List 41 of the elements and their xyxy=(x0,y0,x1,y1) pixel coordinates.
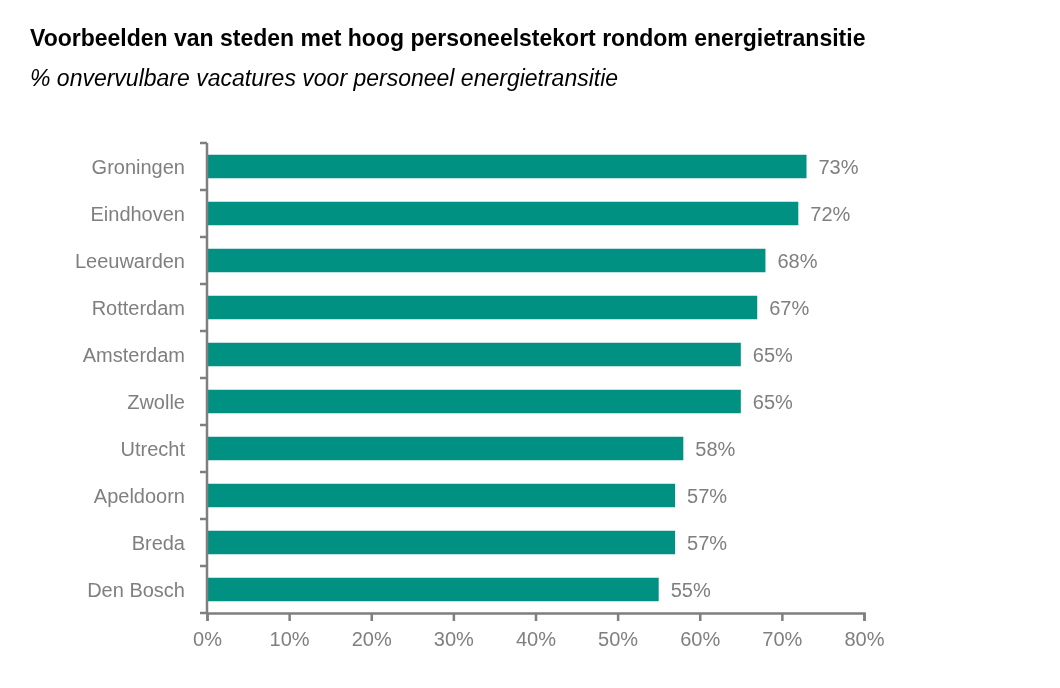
y-tick-label: Apeldoorn xyxy=(93,484,185,507)
y-tick-label: Zwolle xyxy=(127,390,185,413)
y-tick-label: Eindhoven xyxy=(90,202,185,225)
chart-subtitle: % onvervulbare vacatures voor personeel energietransitie xyxy=(30,65,619,91)
y-tick-label: Groningen xyxy=(91,155,185,178)
x-tick-label: 20% xyxy=(351,628,392,650)
y-tick-label: Amsterdam xyxy=(82,343,185,366)
data-label: 65% xyxy=(752,343,794,366)
y-tick-label: Breda xyxy=(131,531,186,554)
x-tick-label: 60% xyxy=(680,628,721,650)
data-label: 72% xyxy=(810,202,851,225)
data-label: 57% xyxy=(687,484,728,507)
data-label: 65% xyxy=(752,390,794,413)
bar xyxy=(207,530,676,555)
bar xyxy=(207,154,807,179)
bar xyxy=(207,295,758,320)
x-tick-label: 70% xyxy=(762,628,803,650)
x-tick-label: 40% xyxy=(515,628,557,650)
y-tick-label: Den Bosch xyxy=(87,578,185,601)
data-label: 57% xyxy=(687,531,728,554)
data-label: 73% xyxy=(818,155,859,178)
data-label: 67% xyxy=(769,296,810,319)
bar xyxy=(207,577,659,602)
y-tick-label: Utrecht xyxy=(120,437,186,460)
chart-title: Voorbeelden van steden met hoog personeelstekort rondom energietransitie xyxy=(30,25,866,51)
data-label: 58% xyxy=(695,437,736,460)
bar xyxy=(207,389,741,414)
bar xyxy=(207,342,741,367)
bar xyxy=(207,483,676,508)
y-tick-label: Rotterdam xyxy=(91,296,185,319)
bar xyxy=(207,248,766,273)
x-tick-label: 50% xyxy=(598,628,639,650)
data-label: 55% xyxy=(670,578,711,601)
x-tick-label: 30% xyxy=(433,628,475,650)
y-tick-label: Leeuwarden xyxy=(74,249,185,272)
x-tick-label: 0% xyxy=(193,628,223,650)
x-tick-label: 10% xyxy=(269,628,310,650)
bar xyxy=(207,201,799,226)
bar xyxy=(207,436,684,461)
data-label: 68% xyxy=(777,249,818,272)
x-tick-label: 80% xyxy=(844,628,885,650)
